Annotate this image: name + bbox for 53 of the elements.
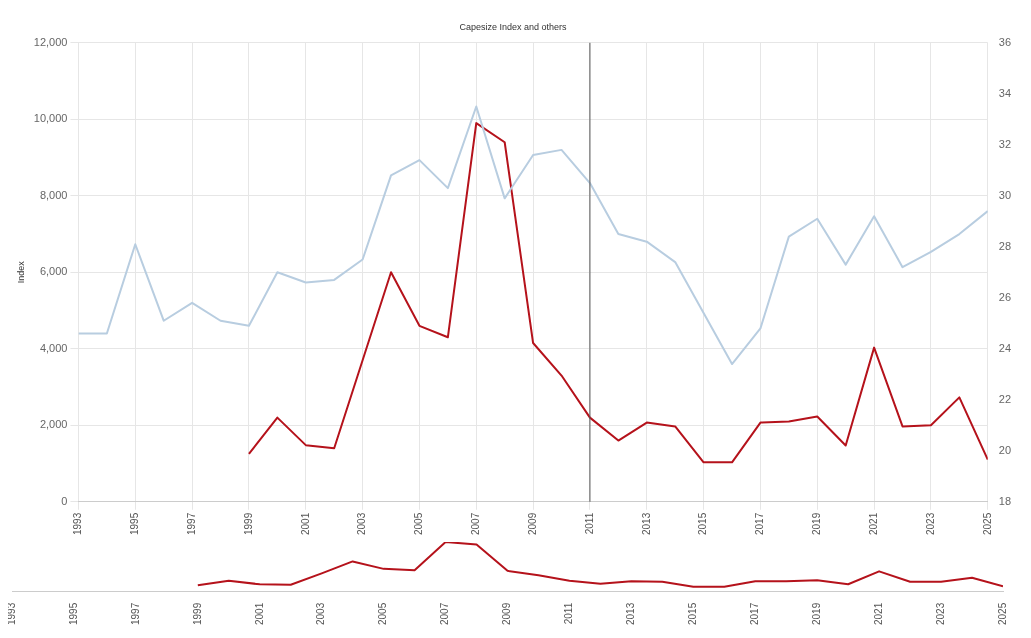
x-tick-label: 2011 [583,512,595,535]
x-tick-label: 2021 [867,512,879,535]
x-tick-label: 1999 [191,602,203,625]
x-tick-label: 2013 [625,602,637,625]
x-tick-label: 2003 [356,512,368,535]
y2-tick-label: 20 [998,443,1012,456]
x-tick-label: 2017 [749,602,760,625]
y2-tick-label: 22 [998,392,1012,405]
x-tick-label: 2007 [439,602,451,625]
x-tick-label: 2025 [996,602,1008,625]
x-tick-label: 2009 [501,602,513,625]
x-tick-label: 2015 [687,602,699,625]
x-tick-label: 1995 [129,512,141,535]
x-tick-label: 2001 [253,602,265,625]
y2-tick-label: 28 [998,239,1012,252]
x-tick-label: 2013 [640,512,652,535]
y-tick-label: 8,000 [39,188,68,201]
y-tick-label: 12,000 [33,35,68,48]
y-tick-label: 4,000 [39,341,68,354]
x-tick-label: 1993 [5,602,17,625]
y-axis-title: Index [15,260,26,284]
chart-title: Capesize Index and others [459,21,568,32]
x-tick-label: 1999 [242,512,254,535]
x-tick-label: 2025 [981,512,993,535]
x-tick-label: 1997 [129,602,141,625]
x-tick-label: 2009 [526,512,538,535]
y2-tick-label: 36 [998,35,1012,48]
y-tick-label: 6,000 [39,265,68,278]
x-tick-label: 1993 [72,512,84,535]
y2-tick-label: 24 [998,341,1012,354]
y2-tick-label: 30 [998,188,1012,201]
x-tick-label: 2017 [754,512,766,535]
x-tick-label: 2019 [811,512,823,535]
x-tick-label: 1997 [185,512,197,535]
x-tick-label: 2023 [924,512,936,535]
y-tick-label: 2,000 [39,418,68,431]
x-tick-label: 2015 [697,512,709,535]
x-tick-label: 2007 [470,512,482,535]
y2-tick-label: 18 [998,494,1012,507]
y2-tick-label: 32 [998,137,1012,150]
y-tick-label: 10,000 [33,112,68,125]
y2-tick-label: 26 [998,290,1012,303]
x-tick-label: 1995 [67,602,79,625]
y-tick-label: 0 [61,494,68,507]
x-tick-label: 2011 [563,602,575,625]
x-tick-label: 2005 [413,512,425,535]
y2-tick-label: 34 [998,86,1012,99]
x-tick-label: 2005 [377,602,389,625]
x-tick-label: 2019 [810,602,822,625]
x-tick-label: 2021 [872,602,884,625]
x-tick-label: 2001 [299,512,311,535]
x-tick-label: 2003 [315,602,327,625]
x-tick-label: 2023 [934,602,946,625]
